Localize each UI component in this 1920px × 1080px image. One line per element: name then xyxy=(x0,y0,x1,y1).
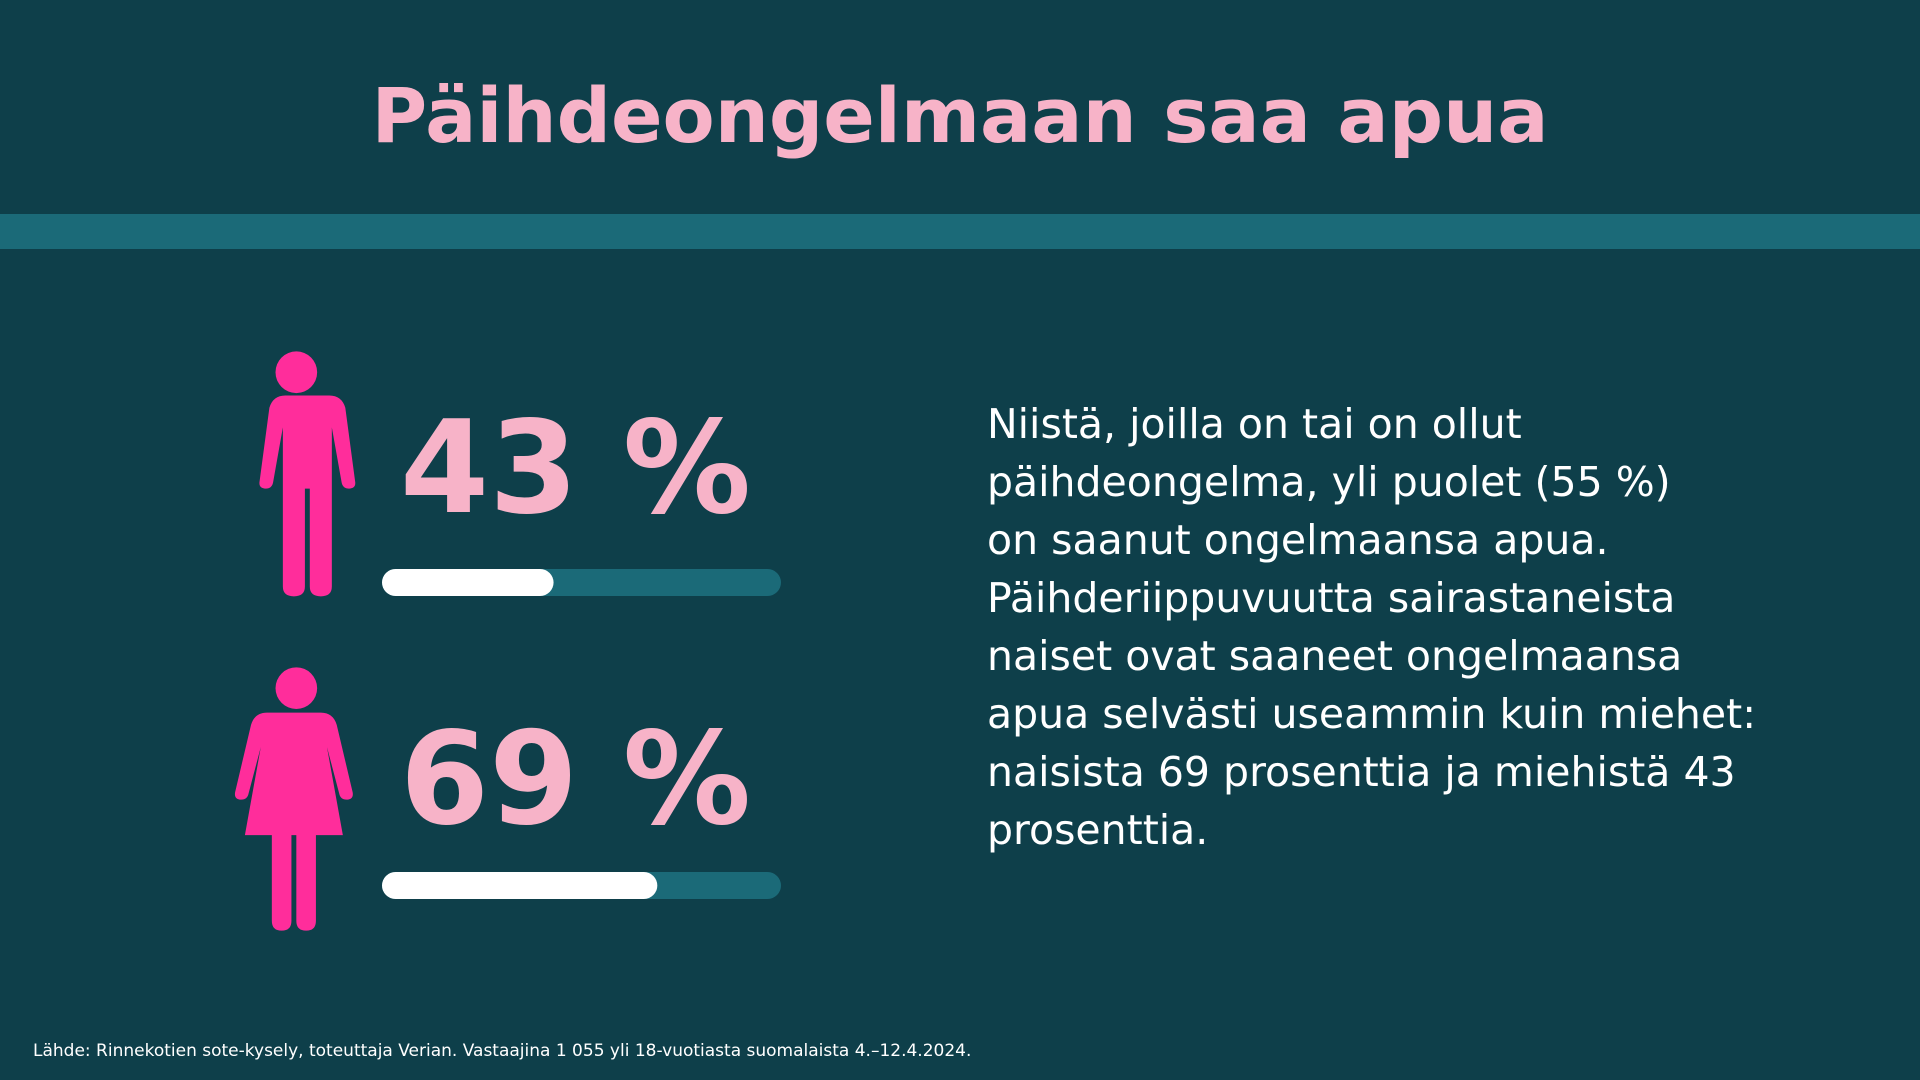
bar xyxy=(382,872,658,899)
description-line: naisista 69 prosenttia ja miehistä 43 xyxy=(987,748,1736,796)
description-line: päihdeongelma, yli puolet (55 %) xyxy=(987,458,1671,506)
description-line: Niistä, joilla on tai on ollut xyxy=(987,400,1522,448)
chart-title: Päihdeongelmaan saa apua xyxy=(371,71,1548,160)
description-line: apua selvästi useammin kuin miehet: xyxy=(987,690,1756,738)
woman-body xyxy=(234,712,353,931)
value-label: 69 % xyxy=(400,705,751,854)
woman-icon xyxy=(234,667,353,931)
description-line: Päihderiippuvuutta sairastaneista xyxy=(987,574,1675,622)
description-line: on saanut ongelmaansa apua. xyxy=(987,516,1609,564)
source-note: Lähde: Rinnekotien sote-kysely, toteutta… xyxy=(33,1041,971,1061)
description-line: prosenttia. xyxy=(987,806,1208,854)
value-label: 43 % xyxy=(400,394,751,543)
description-line: naiset ovat saaneet ongelmaansa xyxy=(987,632,1682,680)
header-stripe xyxy=(0,214,1920,249)
description: Niistä, joilla on tai on ollut päihdeonge… xyxy=(987,400,1756,854)
bar xyxy=(382,569,554,596)
man-icon xyxy=(259,351,356,597)
man-head xyxy=(275,351,318,394)
woman-head xyxy=(275,667,318,709)
man-body xyxy=(259,395,356,597)
